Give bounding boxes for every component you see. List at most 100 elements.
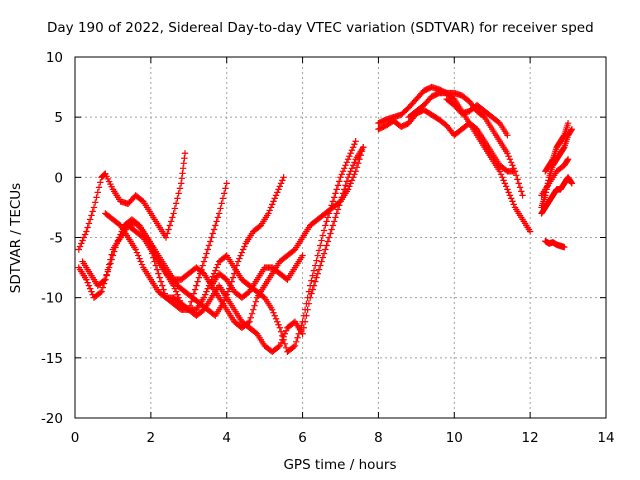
data-point-sat-f — [346, 153, 353, 160]
x-tick-label: 10 — [446, 430, 463, 446]
data-point-sat-a — [75, 246, 82, 253]
data-point-sat-a — [88, 212, 95, 219]
data-point-sat-d — [135, 252, 142, 259]
data-point-sat-f — [334, 182, 342, 189]
data-point-sat-c — [88, 288, 95, 295]
data-point-sat-h — [496, 168, 503, 175]
data-point-sat-b — [200, 258, 208, 265]
data-point-sat-a — [180, 160, 187, 167]
data-point-sat-a — [170, 210, 177, 217]
data-point-sat-f — [328, 202, 335, 209]
data-point-sat-f — [290, 343, 297, 351]
data-point-sat-f — [275, 321, 282, 328]
data-point-sat-c — [271, 195, 278, 202]
data-point-sat-a — [165, 226, 172, 233]
data-point-sat-l — [568, 126, 576, 133]
data-point-sat-f — [272, 315, 280, 322]
data-point-sat-f — [323, 218, 330, 225]
data-point-sat-e — [349, 174, 357, 181]
data-point-sat-f — [151, 249, 158, 256]
data-point-sat-e — [356, 156, 363, 163]
data-point-sat-m — [568, 179, 575, 186]
data-point-sat-a — [95, 184, 103, 191]
data-point-sat-a — [169, 214, 176, 221]
data-point-sat-m — [568, 180, 576, 187]
data-point-sat-c — [234, 258, 242, 265]
data-point-sat-f — [274, 318, 281, 325]
data-point-sat-c — [279, 177, 286, 184]
data-point-sat-f — [294, 334, 301, 341]
data-point-sat-f — [343, 159, 351, 166]
data-point-sat-d — [323, 242, 330, 249]
data-point-sat-f — [317, 242, 324, 249]
data-point-sat-f — [279, 332, 286, 339]
data-point-sat-h — [507, 195, 515, 202]
data-point-sat-c — [108, 256, 115, 263]
data-point-sat-c — [110, 248, 118, 255]
x-tick-label: 2 — [147, 430, 156, 446]
data-point-sat-a — [92, 199, 99, 206]
data-point-sat-f — [301, 306, 309, 313]
data-point-sat-b — [213, 218, 220, 225]
data-point-sat-c — [241, 243, 248, 250]
data-point-sat-f — [214, 261, 222, 268]
data-point-sat-c — [280, 174, 287, 181]
data-point-sat-h — [504, 186, 511, 193]
data-point-sat-f — [339, 168, 347, 175]
data-point-sat-b — [223, 180, 230, 187]
data-point-sat-j — [510, 165, 517, 172]
data-point-sat-c — [236, 255, 243, 262]
data-point-sat-b — [155, 270, 162, 277]
data-point-sat-f — [212, 267, 219, 274]
data-point-sat-c — [112, 244, 119, 251]
data-point-sat-f — [213, 264, 220, 271]
data-point-sat-b — [194, 278, 201, 285]
data-point-sat-f — [348, 147, 356, 154]
data-point-sat-n — [549, 157, 556, 164]
x-tick-label: 0 — [71, 430, 80, 446]
data-point-sat-c — [265, 210, 272, 217]
data-point-sat-c — [102, 276, 109, 283]
data-point-sat-g — [299, 252, 306, 259]
y-tick-label: -10 — [41, 291, 63, 307]
data-point-sat-f — [309, 272, 316, 279]
y-tick-label: 0 — [54, 170, 63, 186]
data-point-sat-h — [510, 201, 517, 208]
data-point-sat-b — [191, 286, 199, 293]
data-point-sat-a — [81, 231, 89, 238]
data-point-sat-d — [309, 286, 316, 293]
data-point-sat-j — [514, 176, 521, 183]
data-point-sat-f — [351, 141, 358, 148]
data-point-sat-b — [208, 234, 215, 241]
data-point-sat-f — [298, 322, 305, 329]
data-point-sat-a — [94, 189, 101, 196]
data-point-sat-j — [509, 162, 516, 169]
data-point-sat-a — [78, 240, 85, 247]
data-point-sat-d — [328, 226, 335, 233]
data-point-sat-h — [526, 228, 534, 235]
y-tick-label: -15 — [41, 351, 63, 367]
data-point-sat-a — [179, 165, 187, 172]
data-point-sat-f — [342, 162, 349, 169]
data-point-sat-b — [193, 282, 200, 289]
data-point-sat-c — [85, 282, 93, 289]
data-point-sat-j — [519, 192, 526, 199]
data-point-sat-h — [502, 183, 510, 190]
data-point-sat-b — [210, 226, 218, 233]
data-point-sat-c — [272, 192, 280, 199]
data-point-sat-e — [250, 306, 257, 313]
data-point-sat-j — [515, 180, 522, 187]
data-point-sat-f — [152, 252, 160, 259]
data-point-sat-d — [276, 342, 284, 349]
data-point-sat-b — [199, 262, 206, 269]
data-point-sat-f — [341, 165, 348, 172]
data-point-sat-f — [327, 206, 334, 213]
data-point-sat-a — [76, 243, 84, 250]
x-tick-label: 12 — [522, 430, 539, 446]
data-point-sat-b — [159, 282, 166, 289]
data-point-sat-f — [172, 288, 180, 295]
data-point-sat-h — [506, 192, 514, 199]
data-point-sat-c — [97, 289, 104, 296]
data-point-sat-d — [137, 258, 144, 265]
data-point-sat-e — [246, 318, 253, 325]
